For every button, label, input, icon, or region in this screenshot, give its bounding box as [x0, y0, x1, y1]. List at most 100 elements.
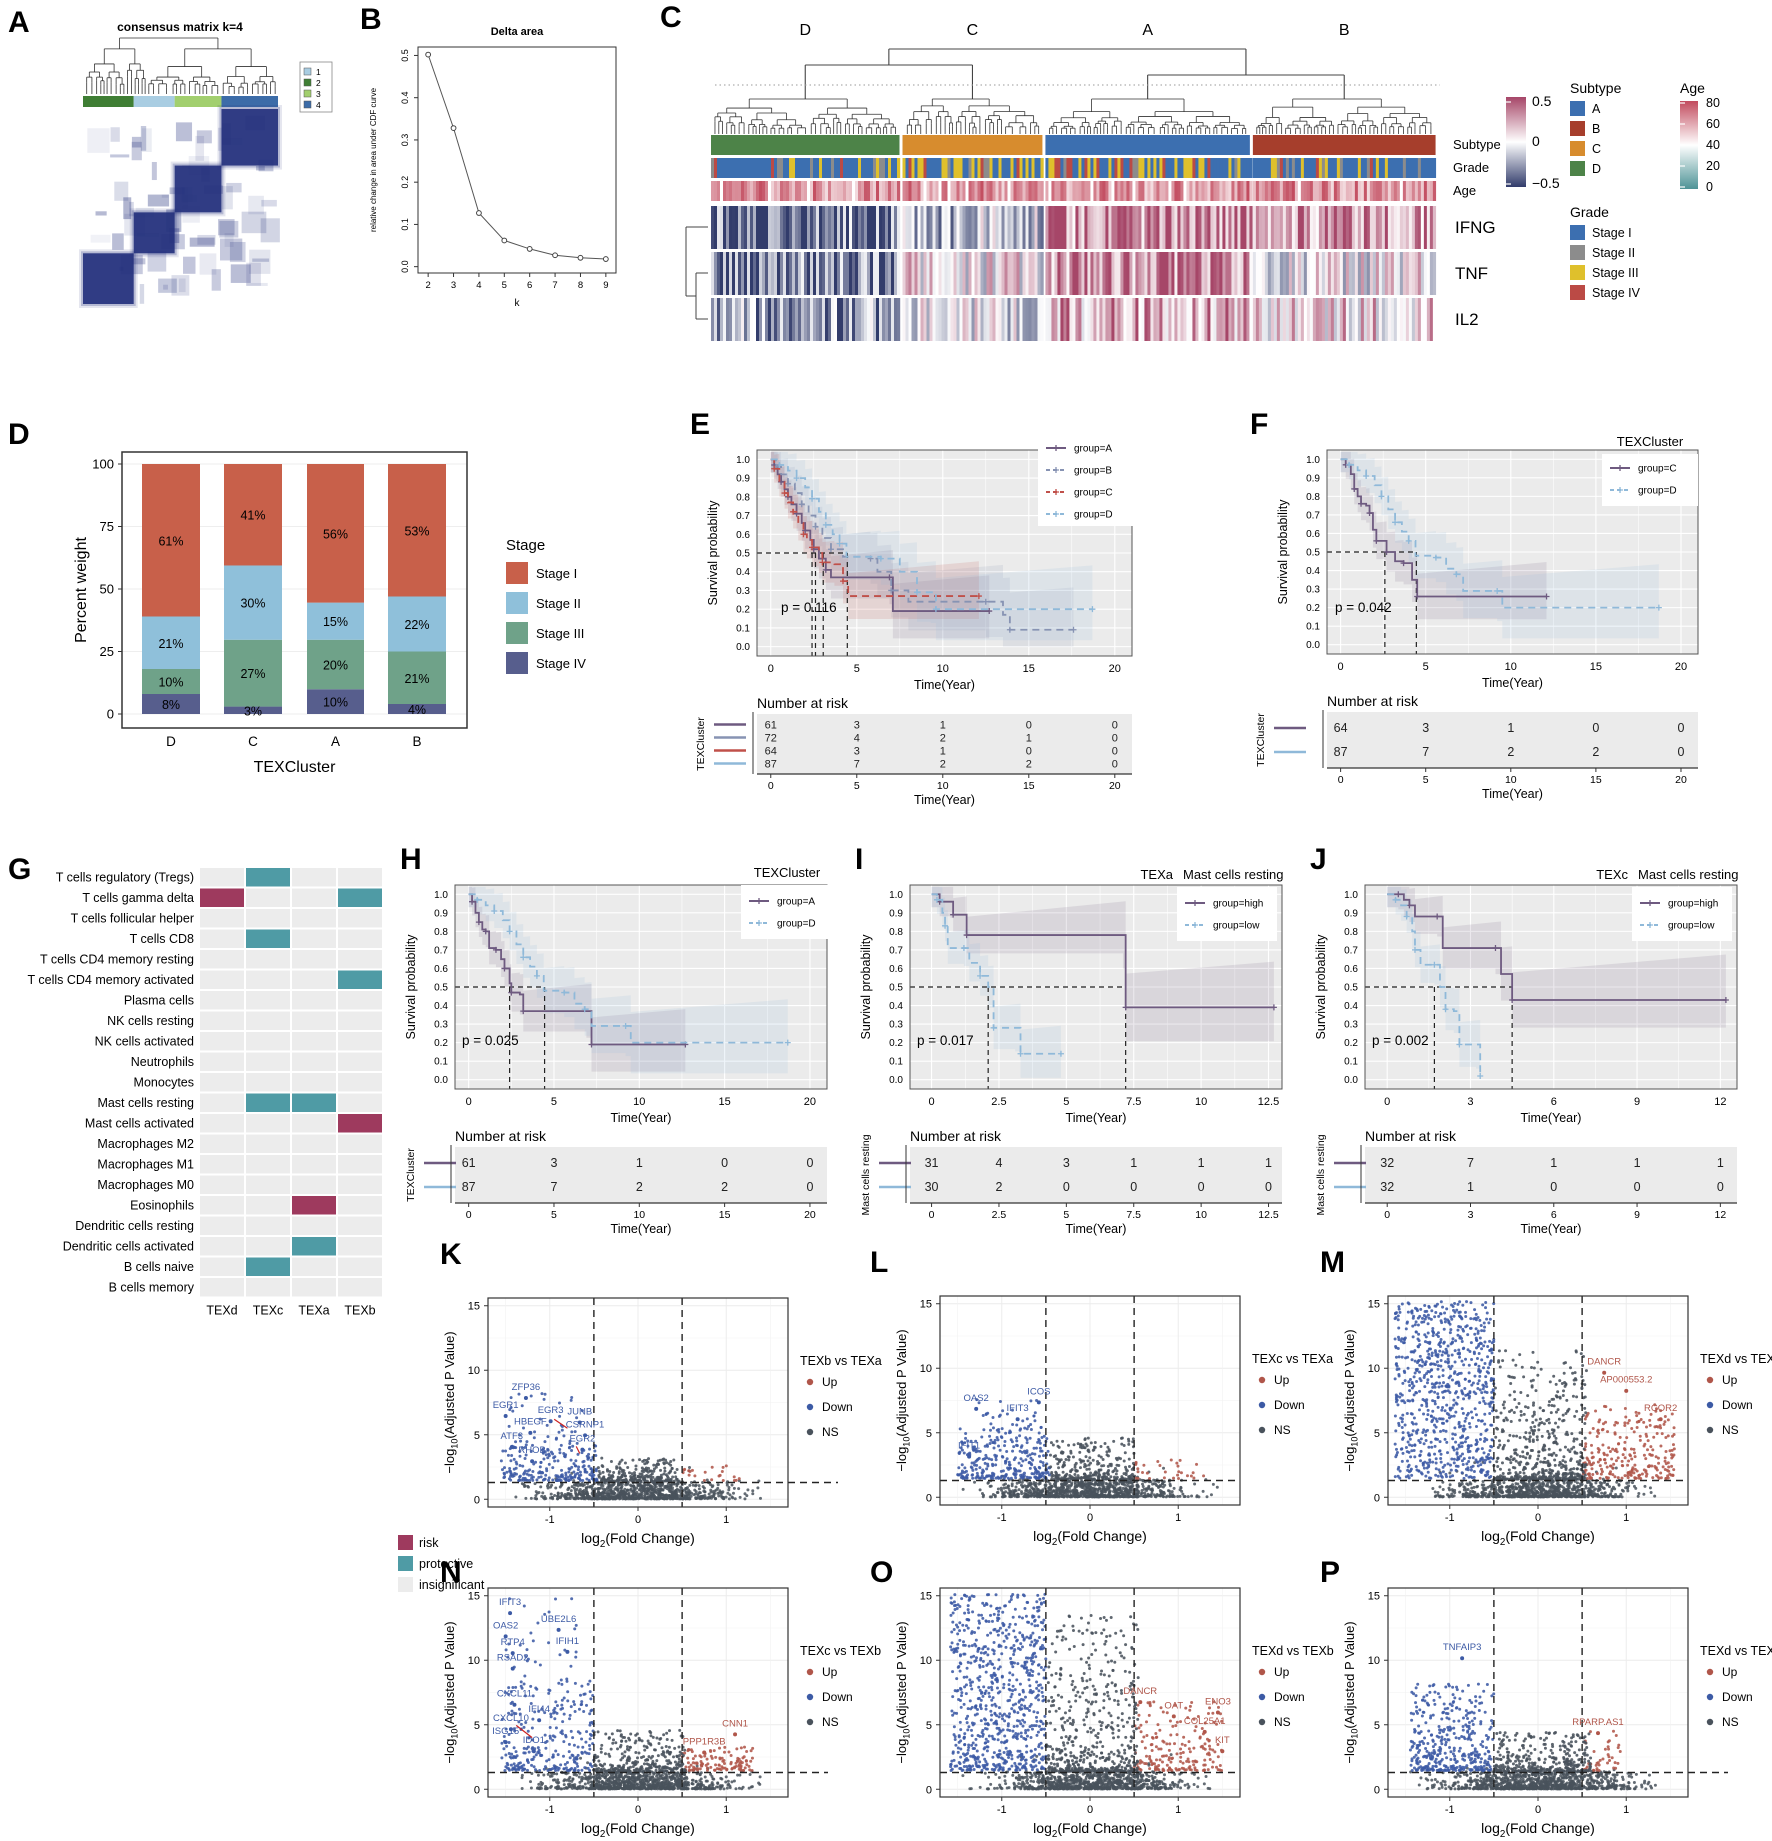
- K-legend-NS: NS: [822, 1425, 839, 1439]
- F-risk-value: 3: [1422, 721, 1429, 735]
- E-xtick: 10: [937, 663, 949, 675]
- F-risk-side-label: TEXCluster: [1255, 713, 1267, 767]
- K-ytick: 5: [474, 1430, 480, 1442]
- I-risk-value: 3: [1063, 1156, 1070, 1170]
- M-xtick: 1: [1623, 1512, 1629, 1524]
- F-xlabel: Time(Year): [1482, 676, 1543, 690]
- H-risk-xtick: 0: [466, 1209, 472, 1221]
- K-ytick: 15: [468, 1301, 480, 1313]
- I-risk-value: 2: [995, 1180, 1002, 1194]
- panel-F-plot: 0.00.10.20.30.40.50.60.70.80.91.00 5 10 15 2…: [1255, 434, 1699, 801]
- panelG-row-13: Macrophages M2: [97, 1137, 194, 1151]
- panel-D-label: D: [8, 418, 30, 451]
- L-legend-Down: Down: [1274, 1398, 1305, 1412]
- I-risk-value: 1: [1198, 1156, 1205, 1170]
- I-ytick: 0.4: [889, 1001, 903, 1012]
- panelG-legend-insignificant: insignificant: [419, 1578, 485, 1592]
- panel-I-plot: 0.0 0.1 0.2 0.3 0.4 0.5 0.6 0.7 0.8 0.9 1.0 0 2.5 5 7.…: [859, 867, 1283, 1236]
- panelG-row-1: T cells gamma delta: [82, 891, 194, 905]
- H-risk-xtick: 15: [719, 1209, 731, 1221]
- K-legend-title: TEXb vs TEXa: [800, 1354, 882, 1368]
- axis-label: −log10(Adjusted P Value): [894, 1621, 912, 1763]
- O-gene-KIT: KIT: [1215, 1735, 1230, 1746]
- E-ytick: 0.3: [736, 586, 750, 597]
- H-ytick: 0.8: [434, 927, 448, 938]
- panel-M: M DANCR AP000553.2 RCOR2 -1 0 1 0 5 10 15 log2(Fold…: [1320, 1248, 1772, 1558]
- P-gene-TNFAIP3: TNFAIP3: [1443, 1642, 1482, 1653]
- I-ytick: 0.2: [889, 1038, 903, 1049]
- N-gene-IFIH1: IFIH1: [556, 1636, 579, 1647]
- E-risk-xtick: 20: [1109, 780, 1121, 792]
- N-gene-RTP4: RTP4: [501, 1637, 525, 1648]
- I-ytick: 0.8: [889, 927, 903, 938]
- I-ytick: 0.3: [889, 1020, 903, 1031]
- P-legend-title: TEXd vs TEXc: [1700, 1644, 1772, 1658]
- E-xtick: 20: [1109, 663, 1121, 675]
- J-risk-value: 1: [1467, 1180, 1474, 1194]
- I-risk-xtick: 2.5: [992, 1209, 1007, 1221]
- F-risk-xlabel: Time(Year): [1482, 787, 1543, 801]
- panelC-cbar-tick: 0: [1532, 133, 1540, 149]
- panel-K-label: K: [440, 1238, 462, 1271]
- H-ytick: 0.6: [434, 964, 448, 975]
- M-gene-AP000553.2: AP000553.2: [1600, 1375, 1652, 1386]
- label: 0.3: [400, 134, 410, 147]
- F-xtick: 10: [1505, 661, 1517, 673]
- panelG-row-3: T cells CD8: [130, 932, 194, 946]
- I-xtick: 2.5: [991, 1096, 1006, 1108]
- panel-O: O DANCR OAT ENO3 COL25A1 KIT -1 0 1 0 5 10 15 log2(Fo…: [870, 1558, 1334, 1841]
- axis-label: log2(Fold Change): [1481, 1820, 1595, 1840]
- L-ytick: 0: [926, 1492, 932, 1504]
- E-risk-value: 1: [940, 720, 946, 732]
- panelD-bar-label: 21%: [158, 637, 183, 651]
- E-risk-value: 64: [765, 746, 777, 758]
- N-gene-ISG15: ISG15: [492, 1726, 519, 1737]
- I-ylabel: Survival probability: [859, 934, 873, 1040]
- O-legend-Down: Down: [1274, 1690, 1305, 1704]
- E-risk-value: 7: [854, 759, 860, 771]
- J-risk-value: 1: [1717, 1156, 1724, 1170]
- L-ytick: 10: [920, 1363, 932, 1375]
- H-xtick: 5: [551, 1096, 557, 1108]
- panel-B: B Delta area 2 3 4 5 6 7 8 9 0.0 0.1 0.2 0.3 0.4 0.5 rel…: [360, 5, 632, 310]
- E-risk-value: 4: [854, 733, 860, 745]
- label: 7: [552, 280, 557, 291]
- M-xtick: 0: [1535, 1512, 1541, 1524]
- panelA-legend-1: 1: [316, 67, 321, 77]
- F-risk-value: 1: [1507, 721, 1514, 735]
- panelD-bar-label: 22%: [404, 618, 429, 632]
- J-risk-xtick: 3: [1468, 1209, 1474, 1221]
- F-ytick: 0.9: [1306, 473, 1320, 484]
- panel-N-plot: IFIT3 UBE2L6 OAS2 RTP4 IFIH1 RSAD2 CXCL11 IFI44…: [442, 1587, 881, 1840]
- panelG-row-8: NK cells activated: [95, 1035, 194, 1049]
- L-ytick: 5: [926, 1428, 932, 1440]
- panelG-row-7: NK cells resting: [107, 1014, 194, 1028]
- O-xtick: -1: [997, 1804, 1007, 1816]
- panelG-row-14: Macrophages M1: [97, 1158, 194, 1172]
- panelG-col-TEXa: TEXa: [298, 1304, 329, 1318]
- J-risk-side-label: Mast cells resting: [1315, 1134, 1327, 1215]
- N-gene-UBE2L6: UBE2L6: [541, 1614, 576, 1625]
- E-risk-value: 2: [1026, 759, 1032, 771]
- axis-label: −log10(Adjusted P Value): [1342, 1329, 1360, 1471]
- E-ytick: 0.1: [736, 623, 750, 634]
- O-ytick: 5: [926, 1720, 932, 1732]
- panelG-row-19: B cells naive: [124, 1260, 194, 1274]
- E-risk-side-label: TEXCluster: [695, 717, 707, 771]
- panelG-legend-protective: protective: [419, 1557, 473, 1571]
- J-ytick: 0.7: [1344, 945, 1358, 956]
- panel-H-plot: 0.00.10.20.30.40.50.60.70.80.91.00 5 10 15 2…: [404, 865, 833, 1236]
- panelD-legend-Stage IV: Stage IV: [536, 656, 586, 671]
- panelA-legend-4: 4: [316, 100, 321, 110]
- label: 9: [603, 280, 608, 291]
- panel-D-plot: 0 25 50 75 100 8% 10% 21% 61% D 3% 27% 30% 41% C 10% 20%…: [73, 451, 586, 776]
- F-risk-value: 87: [1334, 745, 1348, 759]
- H-risk-xtick: 10: [633, 1209, 645, 1221]
- I-risk-title: Number at risk: [910, 1128, 1002, 1144]
- J-ytick: 0.5: [1344, 983, 1358, 994]
- E-ytick: 0.0: [736, 642, 750, 653]
- panel-J: J 0.0 0.1 0.2 0.3 0.4 0.5 0.6 0.7 0.8 0.9 1.0 0 3 6 9 12…: [1310, 845, 1772, 1243]
- panelD-legend-Stage III: Stage III: [536, 626, 584, 641]
